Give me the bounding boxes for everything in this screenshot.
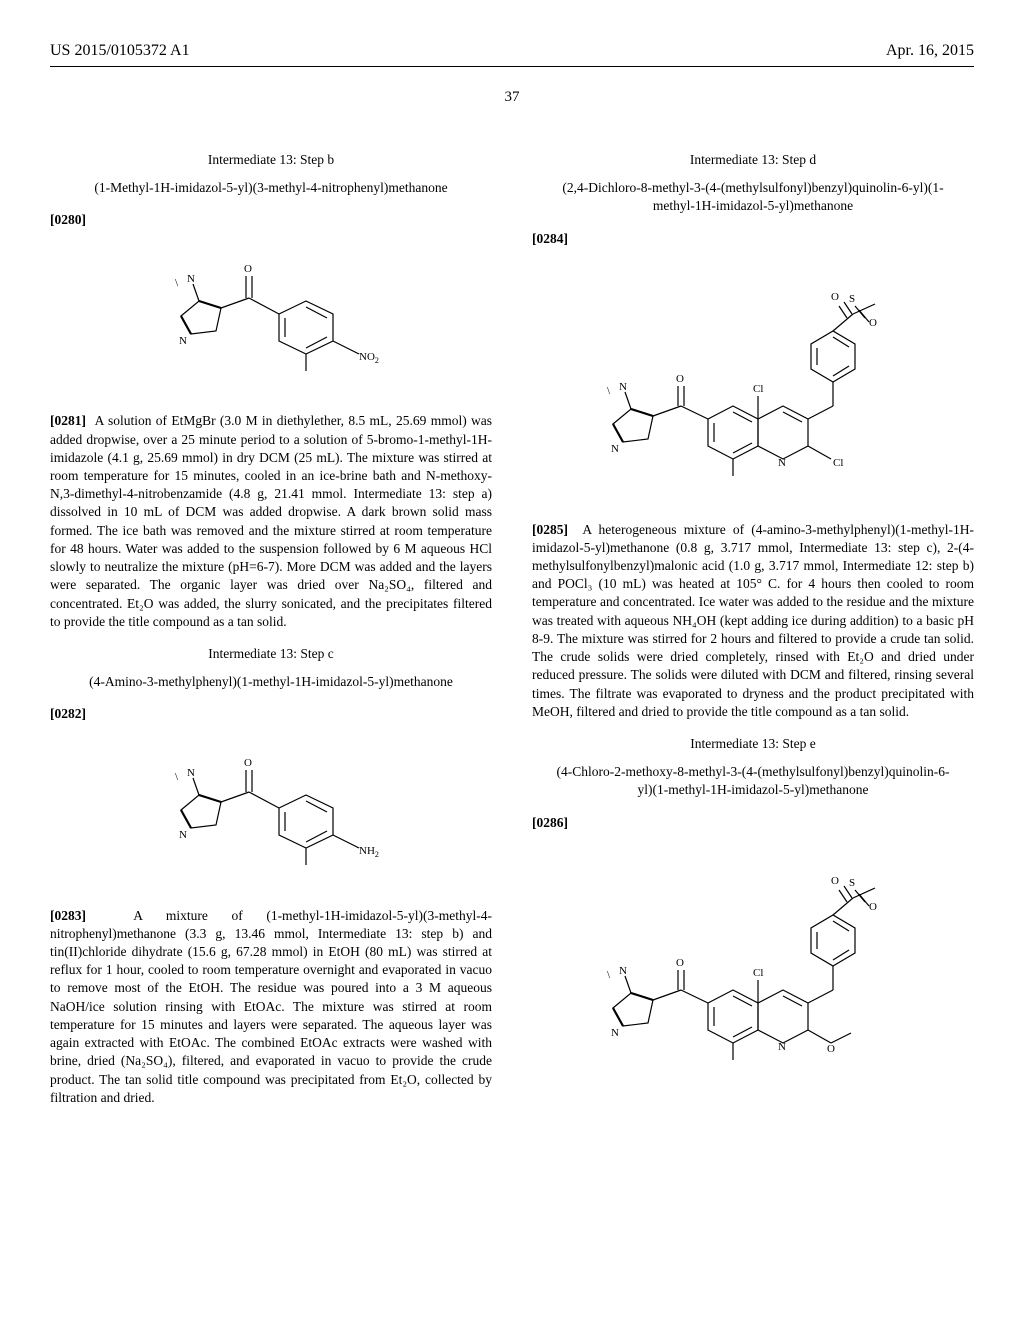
svg-text:N: N: [179, 829, 187, 841]
svg-text:S: S: [849, 877, 855, 889]
para-text: A heterogeneous mixture of (4-amino-3-me…: [532, 522, 974, 719]
svg-text:O: O: [869, 901, 877, 913]
right-column: Intermediate 13: Step d (2,4-Dichloro-8-…: [532, 137, 974, 1119]
svg-text:N: N: [778, 1041, 786, 1053]
step-d-compound-name: (2,4-Dichloro-8-methyl-3-(4-(methylsulfo…: [532, 179, 974, 215]
para-text: A solution of EtMgBr (3.0 M in diethylet…: [50, 413, 492, 628]
structure-step-b: N \ N O NO2: [50, 246, 492, 393]
paragraph-0282: [0282]: [50, 705, 492, 723]
svg-text:S: S: [849, 293, 855, 305]
svg-text:NO2: NO2: [359, 351, 379, 365]
step-b-label: Intermediate 13: Step b: [50, 151, 492, 169]
svg-text:NH2: NH2: [359, 845, 379, 859]
svg-text:O: O: [827, 1043, 835, 1055]
left-column: Intermediate 13: Step b (1-Methyl-1H-imi…: [50, 137, 492, 1119]
structure-step-c: N \ N O NH2: [50, 740, 492, 887]
two-column-layout: Intermediate 13: Step b (1-Methyl-1H-imi…: [50, 137, 974, 1119]
svg-text:O: O: [831, 291, 839, 303]
step-e-label: Intermediate 13: Step e: [532, 735, 974, 753]
publication-number: US 2015/0105372 A1: [50, 40, 190, 62]
step-c-label: Intermediate 13: Step c: [50, 645, 492, 663]
paragraph-0280: [0280]: [50, 211, 492, 229]
svg-text:O: O: [676, 373, 684, 385]
paragraph-0284: [0284]: [532, 230, 974, 248]
svg-text:O: O: [869, 317, 877, 329]
step-d-label: Intermediate 13: Step d: [532, 151, 974, 169]
page-number: 37: [50, 87, 974, 107]
step-e-compound-name: (4-Chloro-2-methoxy-8-methyl-3-(4-(methy…: [532, 763, 974, 799]
paragraph-0283: [0283] A mixture of (1-methyl-1H-imidazo…: [50, 907, 492, 1107]
para-number: [0282]: [50, 706, 86, 721]
structure-step-e: N \ N O Cl O N S O O: [532, 848, 974, 1085]
svg-text:N: N: [611, 1027, 619, 1039]
svg-text:N: N: [187, 273, 195, 285]
svg-text:N: N: [187, 767, 195, 779]
paragraph-0281: [0281] A solution of EtMgBr (3.0 M in di…: [50, 412, 492, 631]
para-number: [0281]: [50, 413, 86, 428]
step-c-compound-name: (4-Amino-3-methylphenyl)(1-methyl-1H-imi…: [50, 673, 492, 691]
svg-text:O: O: [676, 957, 684, 969]
svg-text:\: \: [175, 277, 179, 289]
structure-step-d: N \ N O Cl Cl N S O O: [532, 264, 974, 501]
para-number: [0280]: [50, 212, 86, 227]
svg-text:Cl: Cl: [833, 457, 843, 469]
svg-text:O: O: [831, 875, 839, 887]
svg-text:N: N: [179, 335, 187, 347]
step-b-compound-name: (1-Methyl-1H-imidazol-5-yl)(3-methyl-4-n…: [50, 179, 492, 197]
paragraph-0286: [0286]: [532, 814, 974, 832]
para-text: A mixture of (1-methyl-1H-imidazol-5-yl)…: [50, 908, 492, 1105]
svg-text:O: O: [244, 263, 252, 275]
publication-date: Apr. 16, 2015: [886, 40, 974, 62]
para-number: [0284]: [532, 231, 568, 246]
paragraph-0285: [0285] A heterogeneous mixture of (4-ami…: [532, 521, 974, 721]
para-number: [0286]: [532, 815, 568, 830]
svg-text:N: N: [611, 443, 619, 455]
header-rule: [50, 66, 974, 67]
svg-text:\: \: [607, 385, 611, 397]
svg-text:N: N: [619, 381, 627, 393]
svg-text:Cl: Cl: [753, 967, 763, 979]
para-number: [0285]: [532, 522, 568, 537]
page-header: US 2015/0105372 A1 Apr. 16, 2015: [50, 40, 974, 62]
svg-text:O: O: [244, 757, 252, 769]
para-number: [0283]: [50, 908, 86, 923]
svg-text:N: N: [778, 457, 786, 469]
svg-text:\: \: [607, 969, 611, 981]
svg-text:\: \: [175, 771, 179, 783]
svg-text:N: N: [619, 965, 627, 977]
svg-text:Cl: Cl: [753, 383, 763, 395]
